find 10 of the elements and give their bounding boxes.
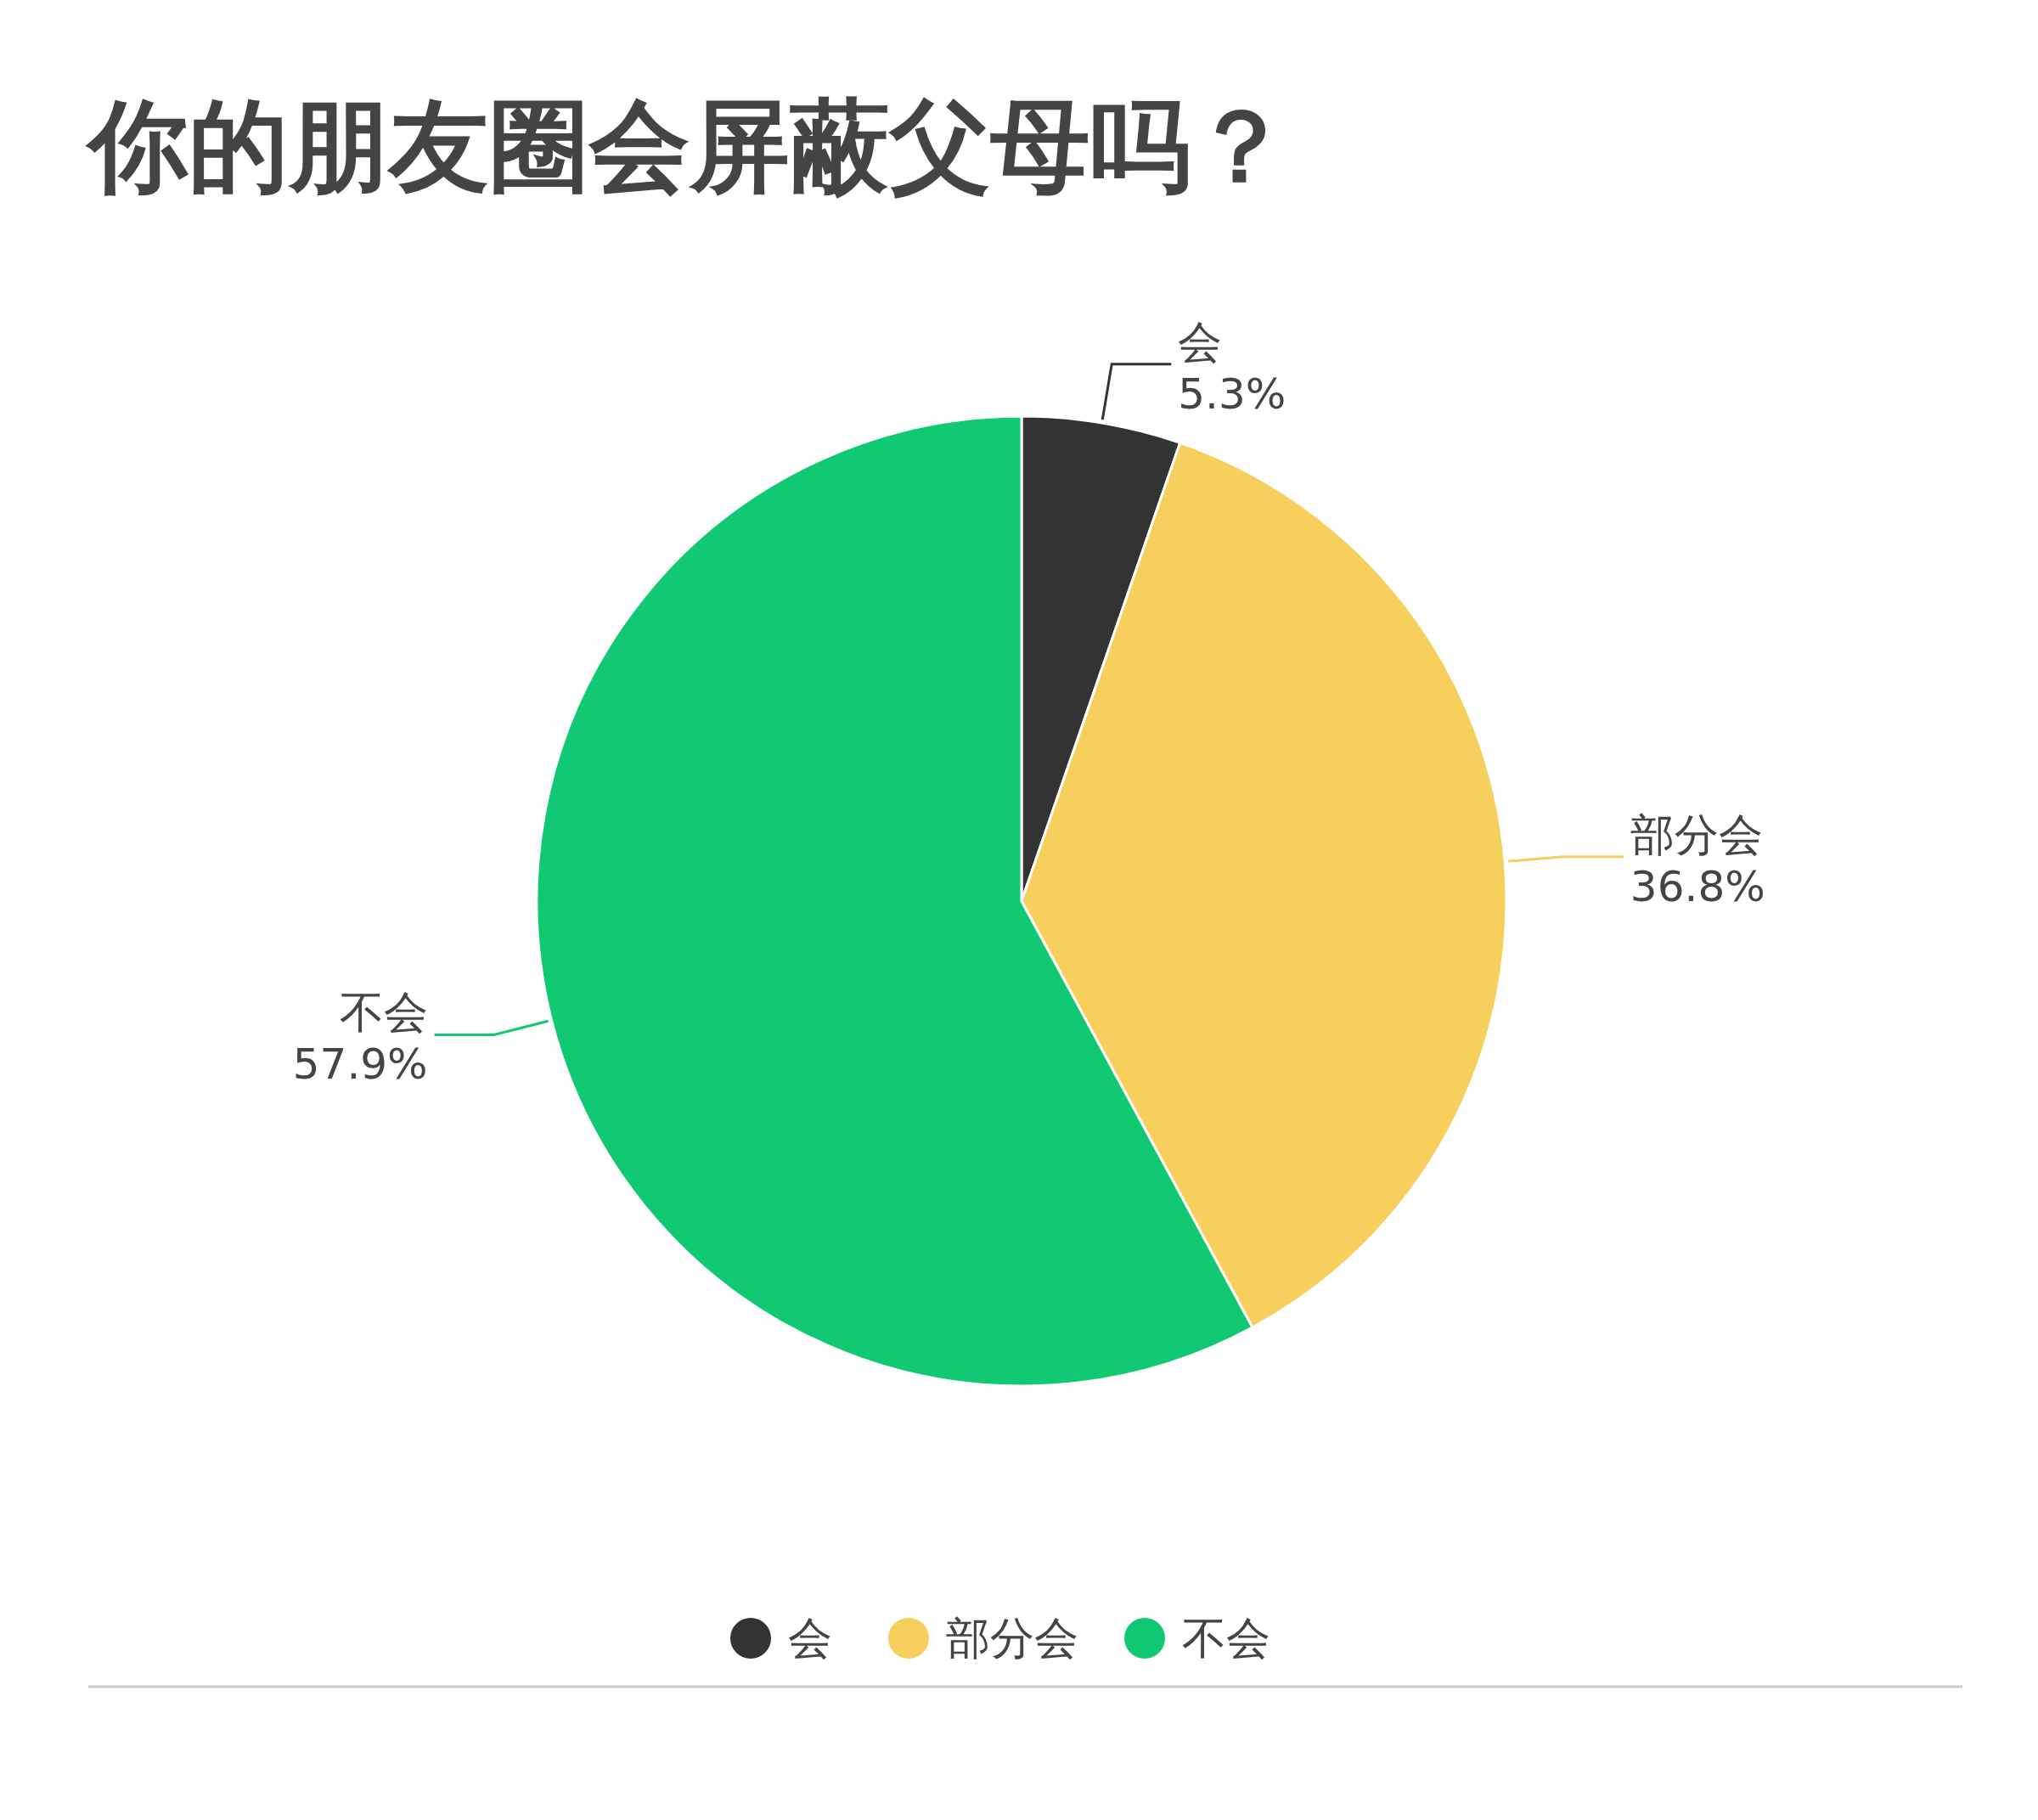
- legend-label: 不会: [1182, 1613, 1270, 1664]
- chart-title: 你的朋友圈会屏蔽父母吗？: [85, 87, 1291, 205]
- data-label: 5.3%: [1178, 369, 1286, 419]
- slice-label: 部分会: [1630, 809, 1763, 860]
- legend-label: 部分会: [946, 1613, 1078, 1664]
- data-label: 57.9%: [292, 1040, 428, 1090]
- data-label: 36.8%: [1630, 861, 1765, 911]
- slice-label: 不会: [339, 987, 428, 1039]
- legend-label: 会: [788, 1613, 832, 1664]
- slice-label: 会: [1178, 316, 1223, 368]
